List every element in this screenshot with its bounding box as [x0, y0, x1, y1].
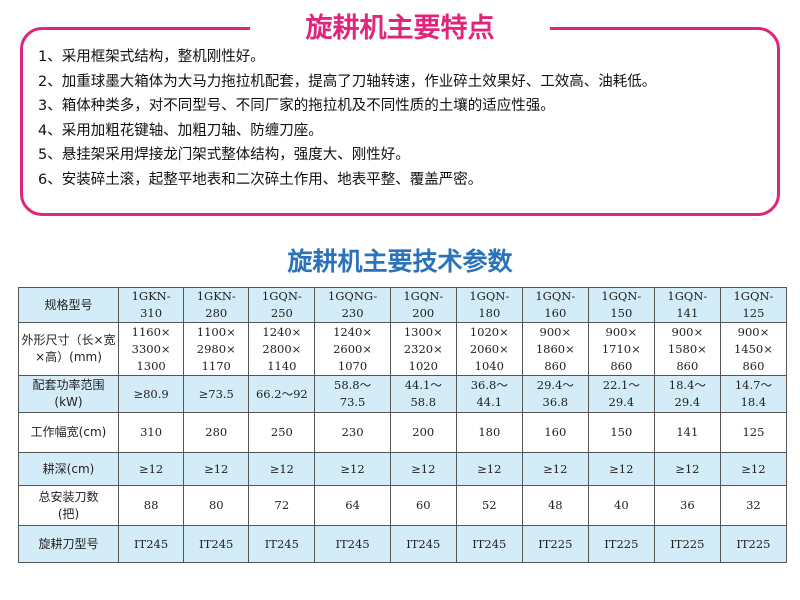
table-row: 旋耕刀型号 IT245 IT245 IT245 IT245 IT245 IT245 IT225…: [18, 525, 788, 563]
table-cell: 900× 1860× 860: [521, 322, 589, 376]
table-row: 规格型号 1GKN-310 1GKN-280 1GQN-250 1GQNG-230 1GQ…: [18, 287, 788, 323]
table-cell: 64: [314, 485, 391, 526]
table-cell: 80: [183, 485, 250, 526]
row-label: 规格型号: [18, 287, 119, 323]
table-cell: 29.4～ 36.8: [521, 375, 589, 413]
table-cell: IT245: [389, 525, 457, 563]
feature-item: 6、安装碎土滚，起整平地表和二次碎土作用、地表平整、覆盖严密。: [38, 171, 483, 188]
table-cell: 160: [521, 412, 589, 453]
table-cell: IT225: [521, 525, 589, 563]
table-cell: 141: [653, 412, 721, 453]
feature-item: 1、采用框架式结构，整机刚性好。: [38, 49, 265, 65]
table-cell: 230: [314, 412, 391, 453]
table-cell: 1GQN-141: [653, 287, 721, 323]
table-cell: ≥12: [314, 452, 391, 486]
table-cell: 18.4～ 29.4: [653, 375, 721, 413]
feature-item: 2、加重球墨大箱体为大马力拖拉机配套，提高了刀轴转速，作业碎土效果好、工效高、油…: [38, 73, 657, 90]
table-cell: 900× 1580× 860: [653, 322, 721, 376]
table-cell: IT245: [117, 525, 185, 563]
table-cell: 58.8～ 73.5: [314, 375, 391, 413]
table-cell: 180: [455, 412, 523, 453]
table-cell: 66.2～92: [248, 375, 316, 413]
table-cell: 88: [117, 485, 185, 526]
table-cell: 36.8～ 44.1: [455, 375, 523, 413]
table-cell: 150: [587, 412, 655, 453]
table-cell: ≥12: [183, 452, 250, 486]
row-label: 总安装刀数 (把): [18, 485, 119, 526]
table-cell: 52: [455, 485, 523, 526]
table-cell: 72: [248, 485, 316, 526]
table-cell: 1GQN-200: [389, 287, 457, 323]
table-cell: 125: [719, 412, 788, 453]
row-label: 配套功率范围 (kW): [18, 375, 119, 413]
specs-table: 规格型号 1GKN-310 1GKN-280 1GQN-250 1GQNG-230 1GQ…: [18, 287, 788, 563]
table-cell: 1GQNG-230: [314, 287, 391, 323]
table-cell: 1020× 2060× 1040: [455, 322, 523, 376]
feature-item: 4、采用加粗花键轴、加粗刀轴、防缠刀座。: [38, 122, 323, 139]
table-cell: 1100× 2980× 1170: [183, 322, 250, 376]
table-row: 配套功率范围 (kW) ≥80.9 ≥73.5 66.2～92 58.8～ 73.5 44…: [18, 375, 788, 413]
table-cell: 40: [587, 485, 655, 526]
table-cell: 250: [248, 412, 316, 453]
row-label: 外形尺寸（长×宽×高）(mm): [18, 322, 119, 376]
table-cell: 1GQN-150: [587, 287, 655, 323]
table-cell: ≥80.9: [117, 375, 185, 413]
table-cell: 200: [389, 412, 457, 453]
row-label: 耕深(cm): [18, 452, 119, 486]
table-cell: 900× 1710× 860: [587, 322, 655, 376]
table-cell: ≥12: [521, 452, 589, 486]
table-cell: 1240× 2600× 1070: [314, 322, 391, 376]
table-cell: ≥73.5: [183, 375, 250, 413]
table-cell: 22.1～ 29.4: [587, 375, 655, 413]
table-cell: ≥12: [248, 452, 316, 486]
specs-title: 旋耕机主要技术参数: [287, 247, 513, 276]
table-cell: 1GKN-310: [117, 287, 185, 323]
table-cell: IT245: [248, 525, 316, 563]
row-label: 旋耕刀型号: [18, 525, 119, 563]
table-cell: 280: [183, 412, 250, 453]
table-cell: IT225: [719, 525, 788, 563]
table-cell: ≥12: [389, 452, 457, 486]
table-cell: 1240× 2800× 1140: [248, 322, 316, 376]
table-cell: 44.1～ 58.8: [389, 375, 457, 413]
features-title: 旋耕机主要特点: [305, 13, 495, 44]
table-cell: 1GQN-180: [455, 287, 523, 323]
table-row: 耕深(cm) ≥12 ≥12 ≥12 ≥12 ≥12 ≥12 ≥12 ≥12 ≥12 ≥12: [18, 452, 788, 486]
table-cell: ≥12: [117, 452, 185, 486]
table-cell: IT225: [587, 525, 655, 563]
table-cell: 1GQN-250: [248, 287, 316, 323]
table-cell: 32: [719, 485, 788, 526]
table-cell: 1GKN-280: [183, 287, 250, 323]
table-cell: ≥12: [455, 452, 523, 486]
table-cell: 310: [117, 412, 185, 453]
features-list: 1、采用框架式结构，整机刚性好。 2、加重球墨大箱体为大马力拖拉机配套，提高了刀轴…: [38, 45, 656, 192]
table-cell: 36: [653, 485, 721, 526]
table-cell: 1160× 3300× 1300: [117, 322, 185, 376]
table-cell: 900× 1450× 860: [719, 322, 788, 376]
table-cell: ≥12: [653, 452, 721, 486]
table-cell: 1300× 2320× 1020: [389, 322, 457, 376]
feature-item: 5、悬挂架采用焊接龙门架式整体结构，强度大、刚性好。: [38, 147, 410, 163]
table-cell: ≥12: [587, 452, 655, 486]
table-cell: IT245: [455, 525, 523, 563]
row-label: 工作幅宽(cm): [18, 412, 119, 453]
table-row: 外形尺寸（长×宽×高）(mm) 1160× 3300× 1300 1100× 298…: [18, 322, 788, 376]
table-cell: 1GQN-160: [521, 287, 589, 323]
table-row: 总安装刀数 (把) 88 80 72 64 60 52 48 40 36 32: [18, 485, 788, 526]
table-cell: IT225: [653, 525, 721, 563]
frame-gap: [250, 20, 550, 34]
table-cell: ≥12: [719, 452, 788, 486]
table-cell: 14.7～ 18.4: [719, 375, 788, 413]
table-cell: 60: [389, 485, 457, 526]
table-cell: 48: [521, 485, 589, 526]
table-cell: 1GQN-125: [719, 287, 788, 323]
table-row: 工作幅宽(cm) 310 280 250 230 200 180 160 150 141 125: [18, 412, 788, 453]
table-cell: IT245: [314, 525, 391, 563]
feature-item: 3、箱体种类多，对不同型号、不同厂家的拖拉机及不同性质的土壤的适应性强。: [38, 98, 555, 114]
table-cell: IT245: [183, 525, 250, 563]
